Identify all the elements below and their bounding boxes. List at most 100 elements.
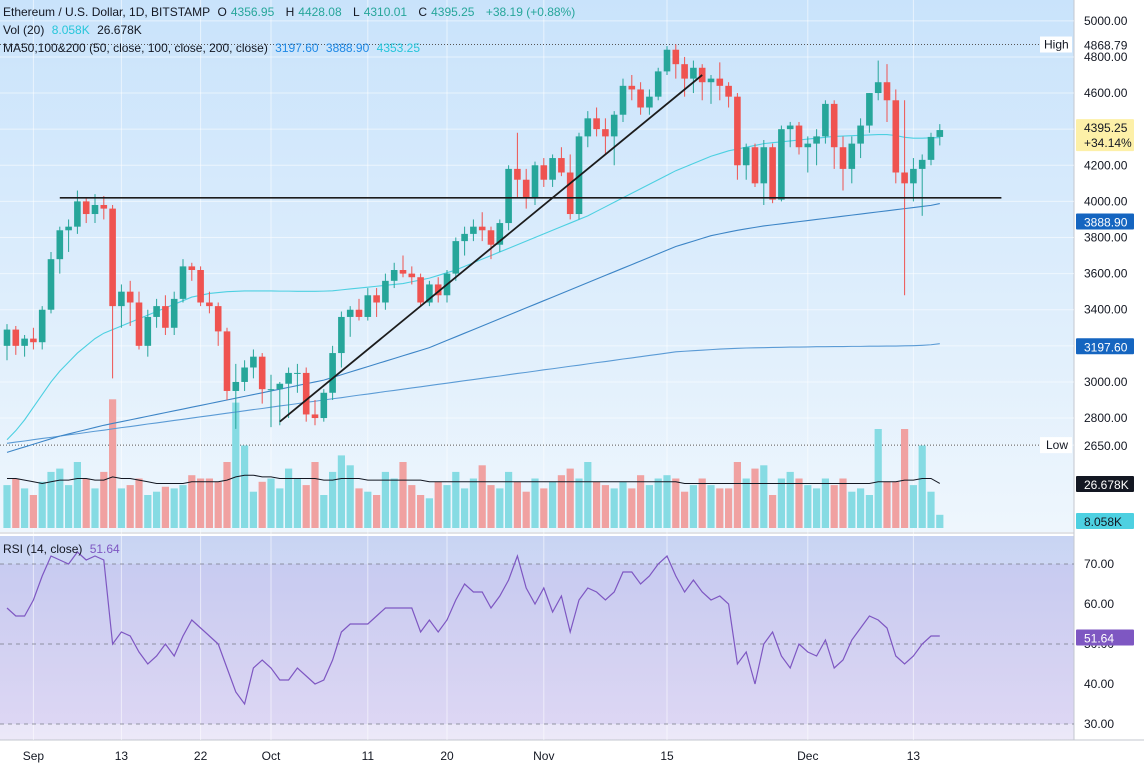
volume-bar	[197, 478, 205, 528]
volume-bar	[417, 495, 425, 528]
last-price-badge-text: +34.14%	[1084, 136, 1132, 150]
volume-bar	[12, 478, 20, 528]
candle-body	[751, 147, 759, 184]
candle-body	[540, 165, 548, 180]
volume-bar	[329, 471, 337, 528]
price-tick-label: 2800.00	[1084, 411, 1128, 425]
candle-body	[910, 168, 917, 184]
candle-body	[109, 208, 116, 307]
volume-bar	[865, 495, 873, 528]
low-tag-text: Low	[1046, 438, 1068, 452]
candle-body	[778, 129, 785, 200]
volume-bar	[285, 468, 293, 528]
time-tick-label: 13	[907, 749, 921, 763]
rsi-value: 51.64	[89, 542, 120, 556]
ma200-badge-text: 3197.60	[1084, 340, 1128, 354]
time-tick-label: Dec	[797, 749, 818, 763]
volume-bar	[804, 485, 812, 528]
candle-body	[3, 329, 11, 346]
candle-body	[399, 270, 407, 274]
volume-bar	[478, 465, 486, 528]
low-number: 4310.01	[363, 5, 408, 19]
rsi-label[interactable]: RSI (14, close)	[3, 542, 83, 556]
candle-body	[329, 353, 336, 393]
volume-bar	[469, 478, 477, 528]
volume-bar	[777, 478, 785, 528]
volume-bar	[549, 481, 557, 528]
volume-ma-line	[7, 474, 941, 484]
volume-bar	[399, 462, 407, 528]
time-tick-label: 22	[194, 749, 208, 763]
open-label: O	[217, 5, 227, 19]
candle-body	[531, 165, 539, 198]
symbol-title[interactable]: Ethereum / U.S. Dollar, 1D, BITSTAMP	[3, 5, 211, 19]
time-tick-label: 13	[115, 749, 129, 763]
ma100-badge	[1076, 213, 1134, 230]
candle-body	[769, 147, 776, 200]
open-value: O 4356.95	[218, 5, 279, 19]
price-tick-label: 3000.00	[1084, 375, 1128, 389]
volume-bar	[461, 488, 469, 528]
candle-body	[302, 372, 310, 415]
candle-body	[355, 309, 363, 317]
high-tag	[1040, 36, 1072, 53]
candle-body	[813, 136, 820, 144]
volume-bar	[575, 478, 583, 528]
rsi-tick-label: 30.00	[1084, 717, 1114, 731]
candle-body	[593, 118, 600, 130]
volume-bar	[672, 478, 680, 528]
volume-bar	[654, 478, 662, 528]
volume-bar	[126, 485, 134, 528]
volume-bar	[3, 485, 11, 528]
candle-body	[267, 389, 275, 391]
volume-bar	[82, 478, 90, 528]
candle-body	[663, 49, 671, 72]
volume-bar	[443, 485, 451, 528]
volume-bar	[531, 478, 539, 528]
candle-body	[364, 295, 372, 317]
close-value: C 4395.25	[418, 5, 478, 19]
volume-bar	[56, 468, 64, 528]
volume-label[interactable]: Vol (20)	[3, 23, 45, 37]
volume-badge	[1076, 513, 1134, 529]
rsi-tick-label: 70.00	[1084, 557, 1114, 571]
volume-bar	[909, 485, 917, 528]
volume-bar	[293, 478, 301, 528]
candle-body	[874, 82, 882, 94]
high-label: H	[285, 5, 295, 19]
candle-body	[197, 270, 204, 303]
rsi-badge-text: 51.64	[1084, 631, 1114, 645]
low-value: L 4310.01	[353, 5, 411, 19]
volume-bar	[390, 478, 398, 528]
ma-label[interactable]: MA50,100&200 (50, close, 100, close, 200…	[3, 41, 268, 55]
low-tag	[1040, 437, 1072, 454]
volume-bar	[742, 478, 750, 528]
volume-bar	[381, 471, 389, 528]
candle-body	[461, 233, 468, 242]
candle-body	[276, 383, 284, 390]
ma200-value: 3197.60	[275, 41, 319, 55]
volume-legend: Vol (20) 8.058K 26.678K	[3, 23, 146, 37]
volume-bar	[425, 498, 433, 528]
price-tick-label: 4800.00	[1084, 50, 1128, 64]
rsi-line	[6, 551, 940, 706]
candle-body	[118, 291, 125, 307]
candle-body	[619, 85, 627, 115]
candle-body	[707, 78, 715, 83]
candle-body	[100, 205, 108, 209]
volume-bar	[566, 468, 574, 528]
volume-bar	[408, 485, 416, 528]
candle-body	[21, 338, 28, 346]
candle-body	[135, 302, 143, 346]
candle-body	[822, 103, 829, 137]
candle-body	[214, 306, 222, 332]
volume-bar	[373, 495, 381, 528]
candle-body	[346, 309, 354, 317]
candle-body	[514, 168, 521, 180]
open-number: 4356.95	[230, 5, 275, 19]
candle-body	[716, 78, 724, 86]
volume-bar	[619, 481, 627, 528]
volume-bar	[610, 488, 618, 528]
high-number: 4428.08	[298, 5, 342, 19]
